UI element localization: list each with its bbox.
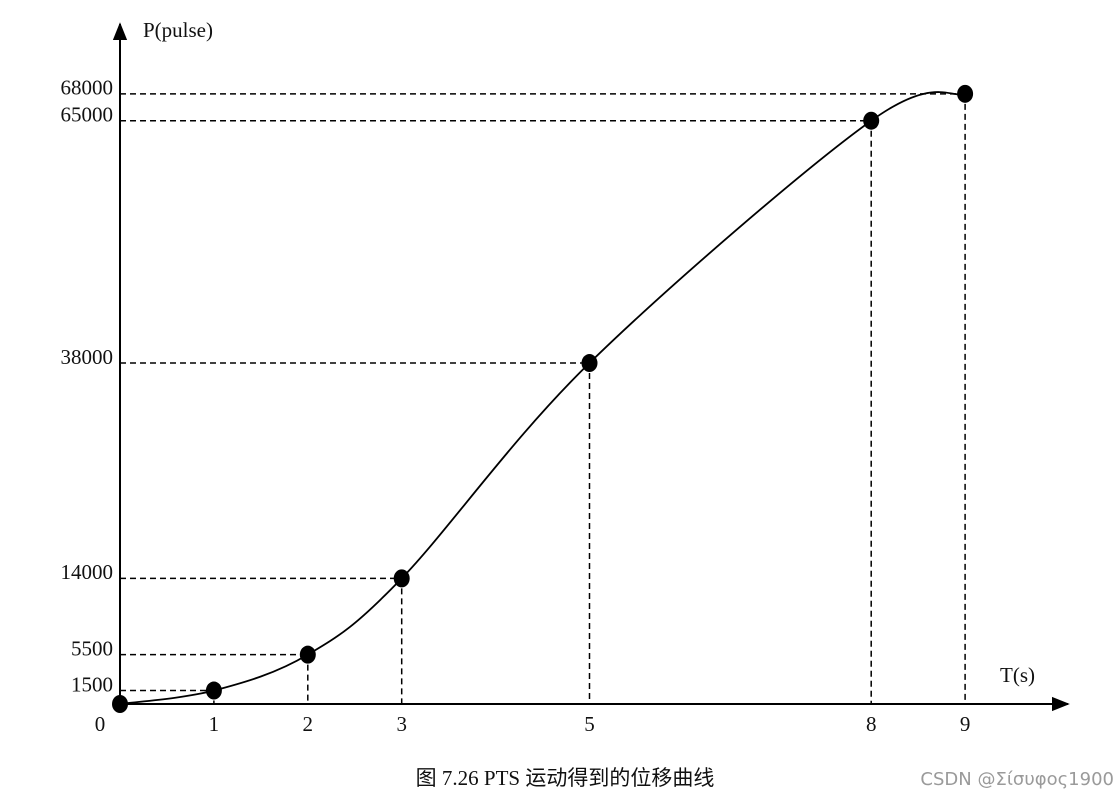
data-point	[957, 84, 974, 103]
y-tick-label: 14000	[61, 560, 114, 584]
y-tick-label: 5500	[71, 636, 113, 660]
x-tick-label: 2	[303, 712, 314, 736]
y-tick-label: 38000	[61, 345, 114, 369]
data-point	[863, 111, 880, 130]
y-tick-label: 1500	[71, 672, 113, 696]
x-tick-label: 9	[960, 712, 971, 736]
data-point	[581, 354, 598, 373]
data-point	[112, 695, 128, 713]
y-tick-label: 65000	[61, 103, 114, 127]
data-point	[299, 645, 316, 664]
x-tick-label: 5	[584, 712, 595, 736]
chart-title: 图 7.26 PTS 运动得到的位移曲线	[416, 766, 715, 790]
x-tick-label: 8	[866, 712, 877, 736]
x-tick-label: 0	[95, 712, 106, 736]
curve	[119, 91, 966, 705]
x-tick-label: 3	[396, 712, 407, 736]
y-axis-label: P(pulse)	[143, 18, 213, 42]
x-axis-label: T(s)	[1000, 663, 1035, 687]
y-tick-label: 68000	[61, 76, 114, 100]
data-point	[393, 569, 410, 588]
data-point	[205, 681, 222, 700]
x-tick-label: 1	[209, 712, 220, 736]
watermark: CSDN @Σίσυφος1900	[920, 769, 1114, 790]
